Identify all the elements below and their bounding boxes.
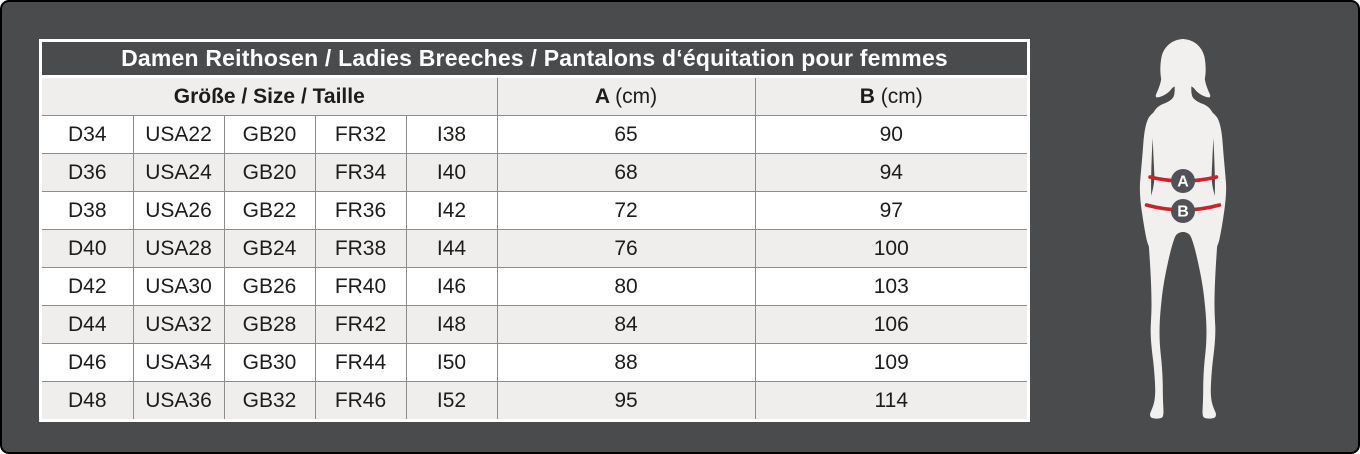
size-cell: GB24 bbox=[223, 229, 316, 268]
measurement-b-cell: 109 bbox=[754, 343, 1028, 382]
col-header-a: A (cm) bbox=[496, 77, 756, 116]
size-cell: FR44 bbox=[314, 343, 407, 382]
table-row: D38 USA26 GB22 FR36 I42 72 97 bbox=[41, 191, 1028, 230]
size-cell: GB26 bbox=[223, 267, 316, 306]
size-cell: USA30 bbox=[132, 267, 225, 306]
size-cell: I44 bbox=[405, 229, 498, 268]
size-cell: FR32 bbox=[314, 115, 407, 154]
measurement-b-cell: 100 bbox=[754, 229, 1028, 268]
size-cell: USA22 bbox=[132, 115, 225, 154]
measurement-a-cell: 95 bbox=[496, 381, 756, 420]
size-table: Größe / Size / Taille A (cm) B (cm) D34 U… bbox=[41, 77, 1028, 420]
chart-title: Damen Reithosen / Ladies Breeches / Pant… bbox=[42, 42, 1027, 75]
size-cell: GB20 bbox=[223, 115, 316, 154]
size-group-header: Größe / Size / Taille bbox=[41, 77, 498, 116]
col-header-b: B (cm) bbox=[754, 77, 1028, 116]
size-cell: FR46 bbox=[314, 381, 407, 420]
size-cell: USA26 bbox=[132, 191, 225, 230]
measurement-b-cell: 94 bbox=[754, 153, 1028, 192]
table-row: D40 USA28 GB24 FR38 I44 76 100 bbox=[41, 229, 1028, 268]
table-row: D42 USA30 GB26 FR40 I46 80 103 bbox=[41, 267, 1028, 306]
marker-b-label: B bbox=[1177, 204, 1189, 221]
measurement-b-cell: 97 bbox=[754, 191, 1028, 230]
size-cell: I40 bbox=[405, 153, 498, 192]
size-cell: I46 bbox=[405, 267, 498, 306]
size-cell: GB20 bbox=[223, 153, 316, 192]
col-b-unit: (cm) bbox=[880, 84, 923, 108]
size-cell: I42 bbox=[405, 191, 498, 230]
table-row: D44 USA32 GB28 FR42 I48 84 106 bbox=[41, 305, 1028, 344]
size-cell: FR36 bbox=[314, 191, 407, 230]
size-cell: FR40 bbox=[314, 267, 407, 306]
size-cell: GB30 bbox=[223, 343, 316, 382]
size-cell: D38 bbox=[41, 191, 134, 230]
table-header: Größe / Size / Taille A (cm) B (cm) bbox=[41, 77, 1028, 116]
size-cell: D36 bbox=[41, 153, 134, 192]
col-a-unit: (cm) bbox=[615, 84, 658, 108]
size-cell: D42 bbox=[41, 267, 134, 306]
table-row: D46 USA34 GB30 FR44 I50 88 109 bbox=[41, 343, 1028, 382]
col-b-label: B bbox=[859, 84, 875, 108]
size-cell: USA36 bbox=[132, 381, 225, 420]
measurement-a-cell: 84 bbox=[496, 305, 756, 344]
measurement-b-cell: 90 bbox=[754, 115, 1028, 154]
size-cell: I50 bbox=[405, 343, 498, 382]
measurement-b-cell: 103 bbox=[754, 267, 1028, 306]
header-row: Größe / Size / Taille A (cm) B (cm) bbox=[41, 77, 1028, 116]
size-cell: GB28 bbox=[223, 305, 316, 344]
measurement-a-cell: 80 bbox=[496, 267, 756, 306]
size-cell: USA34 bbox=[132, 343, 225, 382]
silhouette-left-half bbox=[1139, 39, 1184, 419]
size-cell: D40 bbox=[41, 229, 134, 268]
size-cell: GB32 bbox=[223, 381, 316, 420]
table-row: D36 USA24 GB20 FR34 I40 68 94 bbox=[41, 153, 1028, 192]
marker-a-circle bbox=[1171, 169, 1195, 193]
measurement-b-cell: 114 bbox=[754, 381, 1028, 420]
table-row: D48 USA36 GB32 FR46 I52 95 114 bbox=[41, 381, 1028, 420]
size-cell: GB22 bbox=[223, 191, 316, 230]
size-cell: I48 bbox=[405, 305, 498, 344]
size-cell: I52 bbox=[405, 381, 498, 420]
size-cell: FR34 bbox=[314, 153, 407, 192]
marker-b-circle bbox=[1171, 199, 1195, 223]
size-cell: USA28 bbox=[132, 229, 225, 268]
size-cell: D44 bbox=[41, 305, 134, 344]
marker-a-label: A bbox=[1177, 174, 1189, 191]
size-cell: I38 bbox=[405, 115, 498, 154]
size-cell: D34 bbox=[41, 115, 134, 154]
measurement-a-cell: 76 bbox=[496, 229, 756, 268]
col-a-label: A bbox=[594, 84, 610, 108]
table-row: D34 USA22 GB20 FR32 I38 65 90 bbox=[41, 115, 1028, 154]
size-table-body: D34 USA22 GB20 FR32 I38 65 90 D36 USA24 GB20 FR34 I… bbox=[41, 115, 1028, 420]
size-cell: D48 bbox=[41, 381, 134, 420]
measurement-b-cell: 106 bbox=[754, 305, 1028, 344]
measurement-a-cell: 72 bbox=[496, 191, 756, 230]
size-chart: Damen Reithosen / Ladies Breeches / Pant… bbox=[39, 39, 1030, 422]
size-cell: USA24 bbox=[132, 153, 225, 192]
measurement-a-cell: 88 bbox=[496, 343, 756, 382]
measurement-figure: A B bbox=[1139, 39, 1227, 419]
measurement-a-cell: 65 bbox=[496, 115, 756, 154]
measurement-a-cell: 68 bbox=[496, 153, 756, 192]
size-cell: D46 bbox=[41, 343, 134, 382]
size-cell: FR42 bbox=[314, 305, 407, 344]
size-cell: FR38 bbox=[314, 229, 407, 268]
silhouette-right-half bbox=[1182, 39, 1227, 419]
size-cell: USA32 bbox=[132, 305, 225, 344]
